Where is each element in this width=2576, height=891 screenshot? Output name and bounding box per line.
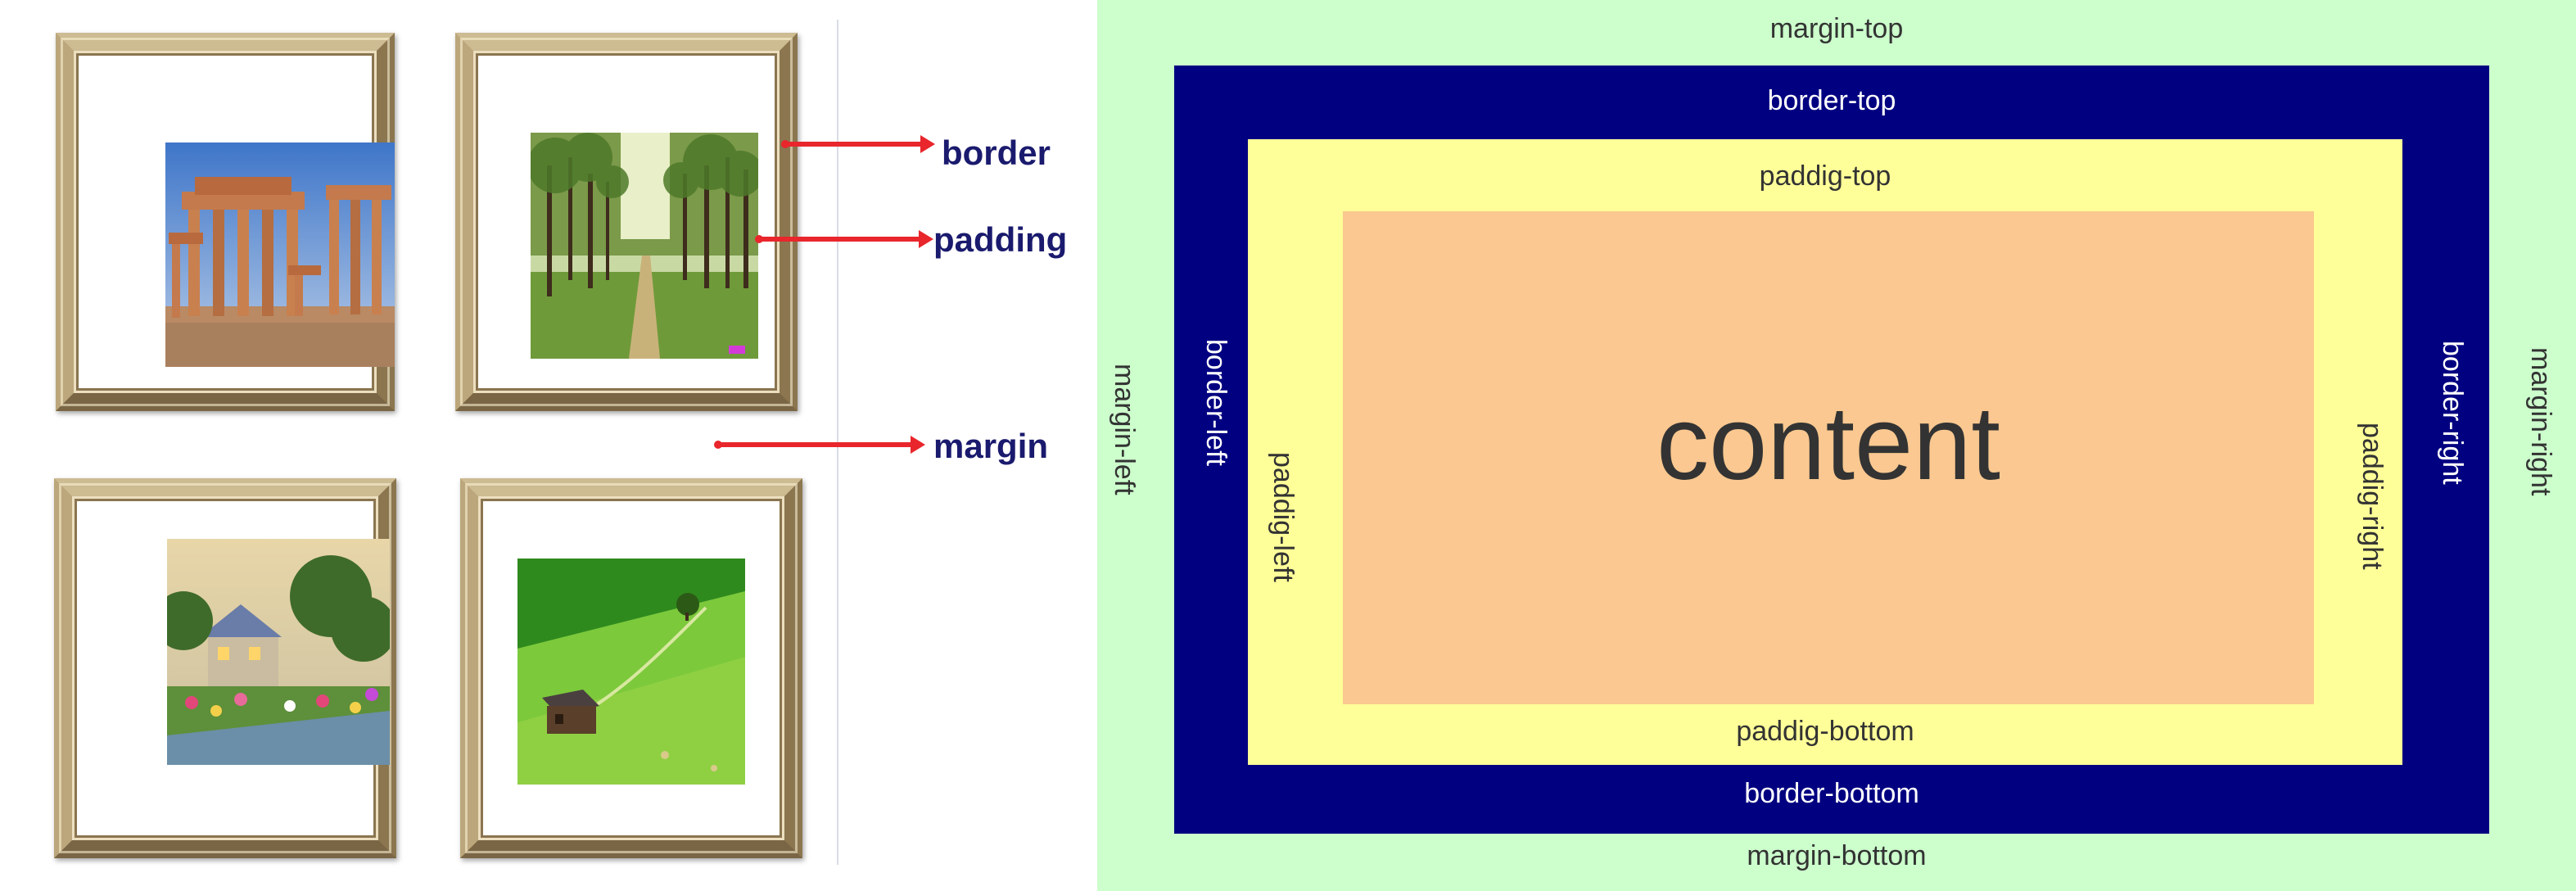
picture-frame: [56, 33, 395, 411]
picture-frame: [54, 478, 396, 858]
padding-arrow: [755, 230, 933, 248]
border-area: border-top border-bottom border-left bor…: [1174, 66, 2489, 834]
margin-bottom-label: margin-bottom: [1747, 840, 1927, 871]
forest-picture: [531, 133, 758, 359]
border-right-label: border-right: [2437, 341, 2468, 485]
picture-frame: [460, 478, 802, 858]
margin-left-label: margin-left: [1109, 364, 1140, 495]
picture-frame: [455, 33, 798, 411]
green-field-cabin-picture: [517, 559, 745, 785]
padding-right-label: paddig-right: [2357, 423, 2388, 570]
padding-bottom-label: paddig-bottom: [1736, 716, 1914, 747]
border-label: border: [942, 133, 1051, 172]
content-area: content: [1343, 211, 2314, 704]
framed-pictures-illustration: border padding margin: [0, 0, 1097, 891]
margin-arrow: [714, 436, 925, 454]
margin-top-label: margin-top: [1769, 13, 1904, 44]
border-top-label: border-top: [1767, 85, 1896, 116]
ruins-picture: [165, 142, 395, 367]
padding-top-label: paddig-top: [1759, 161, 1891, 192]
cottage-garden-picture: [167, 539, 390, 765]
border-arrow: [781, 135, 935, 153]
padding-left-label: paddig-left: [1268, 452, 1299, 582]
border-bottom-label: border-bottom: [1744, 778, 1919, 809]
content-label: content: [1656, 385, 2000, 502]
padding-area: paddig-top paddig-bottom paddig-left pad…: [1248, 139, 2402, 765]
margin-area: margin-top margin-bottom margin-left mar…: [1097, 0, 2576, 891]
margin-label: margin: [933, 427, 1049, 465]
border-left-label: border-left: [1200, 339, 1232, 466]
padding-label: padding: [933, 220, 1068, 259]
margin-right-label: margin-right: [2525, 347, 2556, 496]
